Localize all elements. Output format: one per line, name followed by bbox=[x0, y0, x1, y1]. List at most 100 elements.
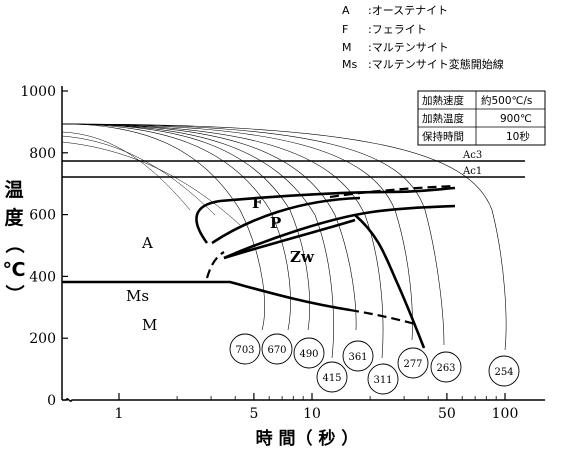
legend: A :オーステナイト F :フェライト M :マルテンサイト Ms :マルテンサ… bbox=[342, 4, 504, 71]
condition-value-rate: 約500℃/s bbox=[481, 94, 532, 107]
y-tick-label: 0 bbox=[47, 393, 56, 409]
conditions-table-frame bbox=[417, 90, 546, 146]
secondary-curve-2 bbox=[61, 135, 216, 216]
cooling-rate-marker: 670 bbox=[261, 333, 293, 365]
y-tick-label: 200 bbox=[29, 331, 56, 347]
secondary-curves bbox=[61, 131, 241, 226]
cooling-rate-marker: 703 bbox=[229, 333, 261, 365]
cooling-rate-marker: 254 bbox=[488, 355, 520, 387]
y-tick-label: 800 bbox=[29, 146, 56, 162]
legend-symbol-f: F bbox=[342, 23, 348, 36]
cooling-rate-value: 415 bbox=[322, 373, 341, 384]
cooling-rate-value: 263 bbox=[436, 363, 455, 374]
cooling-rate-circle bbox=[316, 361, 348, 393]
pearlite-end-line bbox=[223, 204, 456, 260]
y-tick-label: 1000 bbox=[20, 84, 56, 100]
cooling-rate-markers: 703 670 490 415 361 311 277 263 bbox=[229, 333, 520, 395]
cooling-rate-circle bbox=[261, 333, 293, 365]
legend-text-m: :マルテンサイト bbox=[368, 41, 449, 54]
legend-text-f: :フェライト bbox=[368, 23, 427, 36]
region-zw: Zw bbox=[290, 248, 315, 266]
cooling-curve-5 bbox=[61, 123, 357, 331]
cooling-curve-2 bbox=[61, 123, 291, 331]
conditions-table: 加熱速度 約500℃/s 加熱温度 900℃ 保持時間 10秒 bbox=[417, 90, 546, 146]
region-martensite: M bbox=[142, 316, 157, 334]
cooling-rate-value: 277 bbox=[403, 359, 422, 370]
cooling-rate-circle bbox=[293, 337, 325, 369]
cooling-rate-value: 361 bbox=[348, 352, 367, 363]
condition-label-temp: 加熱温度 bbox=[422, 112, 464, 125]
region-labels: A F P Zw Ms M bbox=[126, 194, 315, 334]
dashed-lines bbox=[205, 184, 456, 326]
bainite-boundary-line bbox=[223, 218, 356, 260]
ms-dashed bbox=[349, 308, 416, 326]
cooling-rate-marker: 490 bbox=[293, 337, 325, 369]
secondary-curve-1 bbox=[61, 131, 191, 211]
cooling-rate-circle bbox=[367, 363, 399, 395]
cooling-rate-value: 670 bbox=[267, 345, 286, 356]
y-title-char-5: ） bbox=[3, 284, 26, 303]
cooling-curve-7 bbox=[61, 123, 413, 341]
x-tick-label: 100 bbox=[492, 406, 519, 422]
legend-text-a: :オーステナイト bbox=[368, 4, 448, 17]
ms-line bbox=[62, 280, 351, 312]
cooling-rate-value: 490 bbox=[299, 349, 318, 360]
cooling-curve-6 bbox=[61, 123, 384, 359]
cooling-curve-8 bbox=[61, 123, 445, 346]
y-title-char-2: 度 bbox=[4, 206, 24, 229]
cooling-rate-circle bbox=[430, 351, 462, 383]
ac3-label: Ac3 bbox=[462, 150, 482, 161]
y-title-char-4: ℃ bbox=[2, 259, 25, 281]
cooling-rate-circle bbox=[488, 355, 520, 387]
cooling-rate-marker: 311 bbox=[367, 363, 399, 395]
ferrite-start-line bbox=[195, 186, 456, 244]
legend-symbol-m: M bbox=[342, 41, 352, 54]
region-ms: Ms bbox=[126, 287, 149, 305]
condition-label-rate: 加熱速度 bbox=[422, 94, 464, 107]
cooling-rate-circle bbox=[342, 340, 374, 372]
cooling-rate-marker: 263 bbox=[430, 351, 462, 383]
cooling-rate-marker: 415 bbox=[316, 361, 348, 393]
cooling-curve-4 bbox=[61, 123, 334, 359]
x-tick-label: 5 bbox=[249, 406, 258, 422]
cooling-curves bbox=[61, 123, 507, 359]
cooling-curve-3 bbox=[61, 123, 310, 331]
cooling-curve-9 bbox=[61, 123, 507, 351]
lower-bainite-dashed bbox=[205, 251, 225, 279]
ferrite-start-dashed bbox=[329, 184, 456, 199]
x-tick-label: 10 bbox=[303, 406, 321, 422]
cooling-rate-value: 254 bbox=[494, 367, 513, 378]
y-ticks: 0 200 400 600 800 1000 bbox=[20, 84, 68, 409]
condition-value-hold: 10秒 bbox=[506, 130, 530, 143]
pearlite-start-line bbox=[211, 196, 361, 245]
legend-symbol-a: A bbox=[342, 4, 350, 17]
region-austenite: A bbox=[141, 234, 153, 252]
x-tick-label: 1 bbox=[115, 406, 124, 422]
legend-text-ms: :マルテンサイト変態開始線 bbox=[368, 57, 504, 71]
ac1-label: Ac1 bbox=[462, 166, 482, 177]
secondary-curve-3 bbox=[61, 141, 241, 226]
legend-symbol-ms: Ms bbox=[342, 58, 357, 71]
cooling-rate-marker: 361 bbox=[342, 340, 374, 372]
zw-end-line bbox=[354, 214, 426, 349]
region-pearlite: P bbox=[270, 214, 281, 232]
region-ferrite: F bbox=[252, 194, 263, 212]
condition-value-temp: 900℃ bbox=[500, 113, 532, 125]
condition-label-hold: 保持時間 bbox=[422, 130, 464, 143]
y-title-char-1: 温 bbox=[4, 179, 23, 201]
x-ticks: 1 5 10 50 100 bbox=[115, 393, 519, 422]
y-tick-label: 400 bbox=[29, 269, 56, 285]
y-tick-label: 600 bbox=[29, 208, 56, 224]
y-axis-title: 温 度 （ ℃ ） bbox=[2, 179, 26, 304]
cooling-curve-1 bbox=[61, 123, 265, 331]
ac-lines: Ac3 Ac1 bbox=[62, 150, 525, 178]
cooling-rate-marker: 277 bbox=[397, 347, 429, 379]
cooling-rate-value: 703 bbox=[235, 345, 254, 356]
transformation-lines bbox=[62, 186, 456, 349]
cooling-rate-circle bbox=[229, 333, 261, 365]
x-tick-label: 50 bbox=[438, 406, 456, 422]
cooling-rate-value: 311 bbox=[373, 375, 392, 386]
x-axis-title: 時 間（ 秒 ） bbox=[256, 428, 359, 449]
y-title-char-3: （ bbox=[3, 234, 26, 253]
